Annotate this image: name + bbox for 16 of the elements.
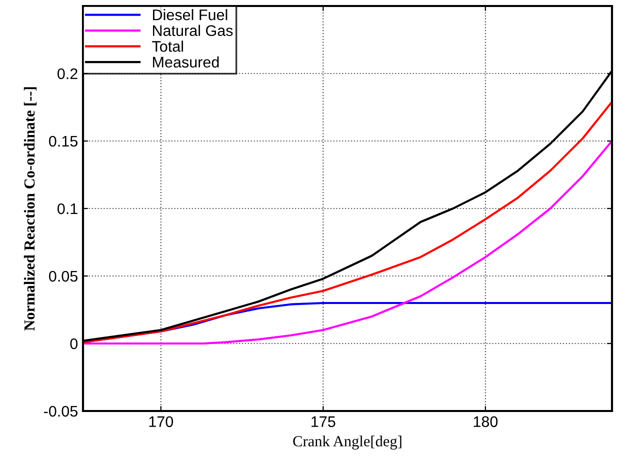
x-tick-label: 170 bbox=[149, 416, 174, 428]
y-tick-label: 0.2 bbox=[58, 68, 78, 80]
y-tick-label: 0.1 bbox=[58, 203, 78, 214]
legend-label: Total bbox=[152, 40, 183, 52]
y-tick-label: 0.05 bbox=[49, 270, 78, 282]
y-tick-label: -0.05 bbox=[44, 406, 78, 417]
x-tick-label: 175 bbox=[312, 416, 336, 428]
legend-label: Measured bbox=[153, 56, 219, 68]
legend-label: Diesel Fuel bbox=[153, 9, 228, 20]
x-tick-label: 180 bbox=[474, 416, 498, 428]
legend-label: Natural Gas bbox=[153, 24, 233, 36]
y-tick-label: 0.15 bbox=[49, 136, 78, 147]
x-axis-title: Crank Angle[deg] bbox=[293, 436, 402, 450]
y-axis-title: Normalized Reaction Co-ordinate [--] bbox=[24, 87, 37, 331]
y-tick-label: 0 bbox=[70, 338, 78, 350]
line-series bbox=[83, 140, 612, 345]
